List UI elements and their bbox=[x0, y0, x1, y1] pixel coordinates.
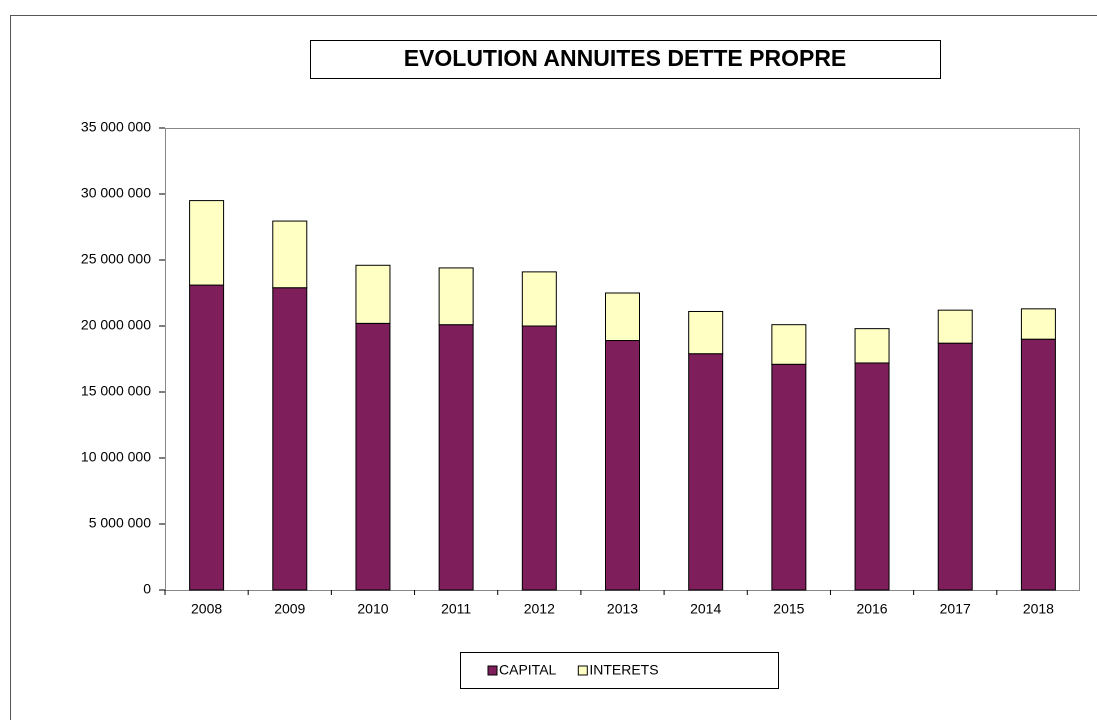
bar-segment bbox=[355, 264, 391, 324]
bar-segment bbox=[688, 353, 724, 591]
y-tick-label: 25 000 000 bbox=[81, 251, 151, 267]
bar-segment bbox=[189, 200, 225, 286]
bar-segment bbox=[355, 322, 391, 591]
bar-segment bbox=[438, 324, 474, 591]
legend-label: INTERETS bbox=[589, 662, 658, 678]
x-tick-label: 2010 bbox=[357, 601, 388, 617]
bar-segment bbox=[605, 340, 640, 591]
bar-segment bbox=[1020, 308, 1056, 340]
y-tick-label: 35 000 000 bbox=[81, 119, 151, 135]
bar-segment bbox=[854, 328, 890, 364]
x-tick-label: 2015 bbox=[773, 601, 804, 617]
y-tick-label: 5 000 000 bbox=[89, 515, 151, 531]
chart-title: EVOLUTION ANNUITES DETTE PROPRE bbox=[404, 45, 847, 71]
legend-box bbox=[460, 652, 779, 689]
x-tick-label: 2011 bbox=[441, 601, 471, 617]
x-tick-label: 2017 bbox=[940, 601, 971, 617]
bar-segment bbox=[521, 325, 557, 591]
x-tick-label: 2018 bbox=[1023, 601, 1054, 617]
bar-segment bbox=[605, 292, 640, 342]
x-tick-label: 2012 bbox=[524, 601, 555, 617]
y-tick-label: 10 000 000 bbox=[81, 449, 151, 465]
x-tick-label: 2009 bbox=[274, 601, 305, 617]
bar-segment bbox=[937, 342, 973, 591]
bar-segment bbox=[1020, 338, 1056, 591]
bar-segment bbox=[272, 287, 308, 591]
bar-segment bbox=[688, 310, 724, 355]
x-tick-label: 2013 bbox=[607, 601, 638, 617]
legend-swatch bbox=[577, 665, 588, 676]
bar-segment bbox=[521, 271, 557, 327]
x-tick-label: 2016 bbox=[856, 601, 887, 617]
y-tick-label: 15 000 000 bbox=[81, 383, 151, 399]
y-tick-label: 30 000 000 bbox=[81, 185, 151, 201]
y-tick-label: 0 bbox=[143, 581, 151, 597]
title-box bbox=[310, 40, 941, 79]
bar-segment bbox=[771, 324, 807, 365]
bar-segment bbox=[854, 362, 890, 591]
legend-label: CAPITAL bbox=[499, 662, 557, 678]
y-tick-label: 20 000 000 bbox=[81, 317, 151, 333]
x-tick-label: 2014 bbox=[690, 601, 721, 617]
bar-segment bbox=[189, 284, 225, 591]
legend-swatch bbox=[487, 665, 498, 676]
x-tick-label: 2008 bbox=[191, 601, 222, 617]
bar-segment bbox=[937, 309, 973, 344]
bar-segment bbox=[438, 267, 474, 326]
bar-segment bbox=[771, 363, 807, 591]
bar-segment bbox=[272, 220, 308, 289]
chart-border bbox=[10, 15, 1097, 720]
